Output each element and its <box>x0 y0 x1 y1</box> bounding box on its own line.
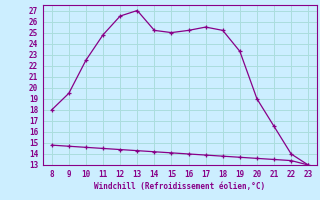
X-axis label: Windchill (Refroidissement éolien,°C): Windchill (Refroidissement éolien,°C) <box>94 182 266 191</box>
